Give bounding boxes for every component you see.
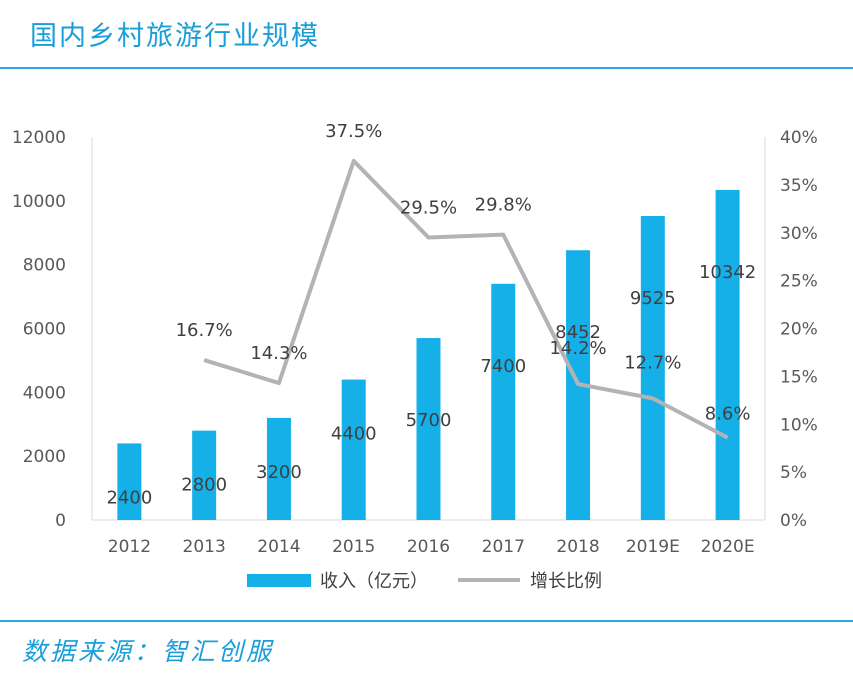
- x-tick-label: 2014: [257, 537, 300, 557]
- x-axis-ticks: 2012 2013 2014 2015 2016 2017 2018 2019E 2020E: [108, 537, 755, 557]
- y2-tick-label: 30%: [780, 224, 818, 244]
- source-text: 数据来源：智汇创服: [22, 637, 275, 666]
- legend-label-bar: 收入（亿元）: [320, 571, 428, 592]
- bar-value-label: 4400: [331, 424, 377, 445]
- growth-value-label: 16.7%: [176, 320, 233, 341]
- bar-2015: [341, 379, 366, 520]
- y-tick-label: 10000: [12, 192, 66, 212]
- x-tick-label: 2016: [407, 537, 450, 557]
- y2-tick-label: 35%: [780, 176, 818, 196]
- x-tick-label: 2015: [332, 537, 375, 557]
- y-tick-label: 2000: [23, 447, 66, 467]
- x-tick-label: 2018: [556, 537, 599, 557]
- header-divider: [0, 67, 853, 69]
- y2-tick-label: 25%: [780, 272, 818, 292]
- bar-2013: [192, 430, 217, 520]
- page-title: 国内乡村旅游行业规模: [30, 21, 320, 52]
- y2-tick-label: 15%: [780, 367, 818, 387]
- legend: 收入（亿元） 增长比例: [247, 571, 602, 592]
- growth-value-label: 8.6%: [705, 404, 751, 425]
- bar-value-label: 5700: [406, 410, 452, 431]
- bar-2012: [117, 443, 142, 520]
- x-tick-label: 2013: [183, 537, 226, 557]
- y-tick-label: 12000: [12, 128, 66, 148]
- bar-value-label: 2400: [106, 487, 152, 508]
- right-axis-ticks: 0% 5% 10% 15% 20% 25% 30% 35% 40%: [780, 128, 818, 531]
- bar-2020E: [715, 189, 740, 520]
- bar-value-label: 8452: [555, 322, 601, 343]
- bar-2017: [491, 283, 516, 520]
- y-tick-label: 8000: [23, 256, 66, 276]
- growth-line: [203, 158, 729, 440]
- x-tick-label: 2017: [482, 537, 525, 557]
- y-tick-label: 0: [55, 511, 66, 531]
- growth-value-label: 29.5%: [400, 198, 457, 219]
- growth-value-label: 14.2%: [549, 338, 606, 359]
- growth-value-label: 37.5%: [325, 121, 382, 142]
- x-tick-label: 2012: [108, 537, 151, 557]
- bar-value-label: 9525: [630, 288, 676, 309]
- left-axis-ticks: 0 2000 4000 6000 8000 10000 12000: [12, 128, 66, 531]
- y-tick-label: 4000: [23, 383, 66, 403]
- legend-swatch-bar: [247, 574, 311, 587]
- growth-value-label: 14.3%: [250, 343, 307, 364]
- y2-tick-label: 0%: [780, 511, 807, 531]
- line-series: [203, 158, 729, 440]
- bar-2019E: [640, 215, 665, 520]
- bar-value-label: 3200: [256, 462, 302, 483]
- growth-value-label: 29.8%: [475, 195, 532, 216]
- bar-2016: [416, 338, 441, 520]
- y2-tick-label: 40%: [780, 128, 818, 148]
- bar-series: [117, 189, 740, 520]
- bar-value-label: 2800: [181, 475, 227, 496]
- x-tick-label: 2020E: [701, 537, 755, 557]
- bar-2014: [266, 417, 291, 520]
- legend-label-line: 增长比例: [530, 571, 602, 592]
- y-tick-label: 6000: [23, 320, 66, 340]
- growth-value-label: 12.7%: [624, 352, 681, 373]
- y2-tick-label: 20%: [780, 320, 818, 340]
- y2-tick-label: 10%: [780, 415, 818, 435]
- x-tick-label: 2019E: [626, 537, 680, 557]
- y2-tick-label: 5%: [780, 463, 807, 483]
- bar-value-label: 10342: [699, 262, 756, 283]
- data-labels: 2400 2800 3200 4400 5700 7400 8452 9525 10342 16.…: [106, 121, 756, 508]
- footer-divider: [0, 620, 853, 622]
- bar-value-label: 7400: [480, 356, 526, 377]
